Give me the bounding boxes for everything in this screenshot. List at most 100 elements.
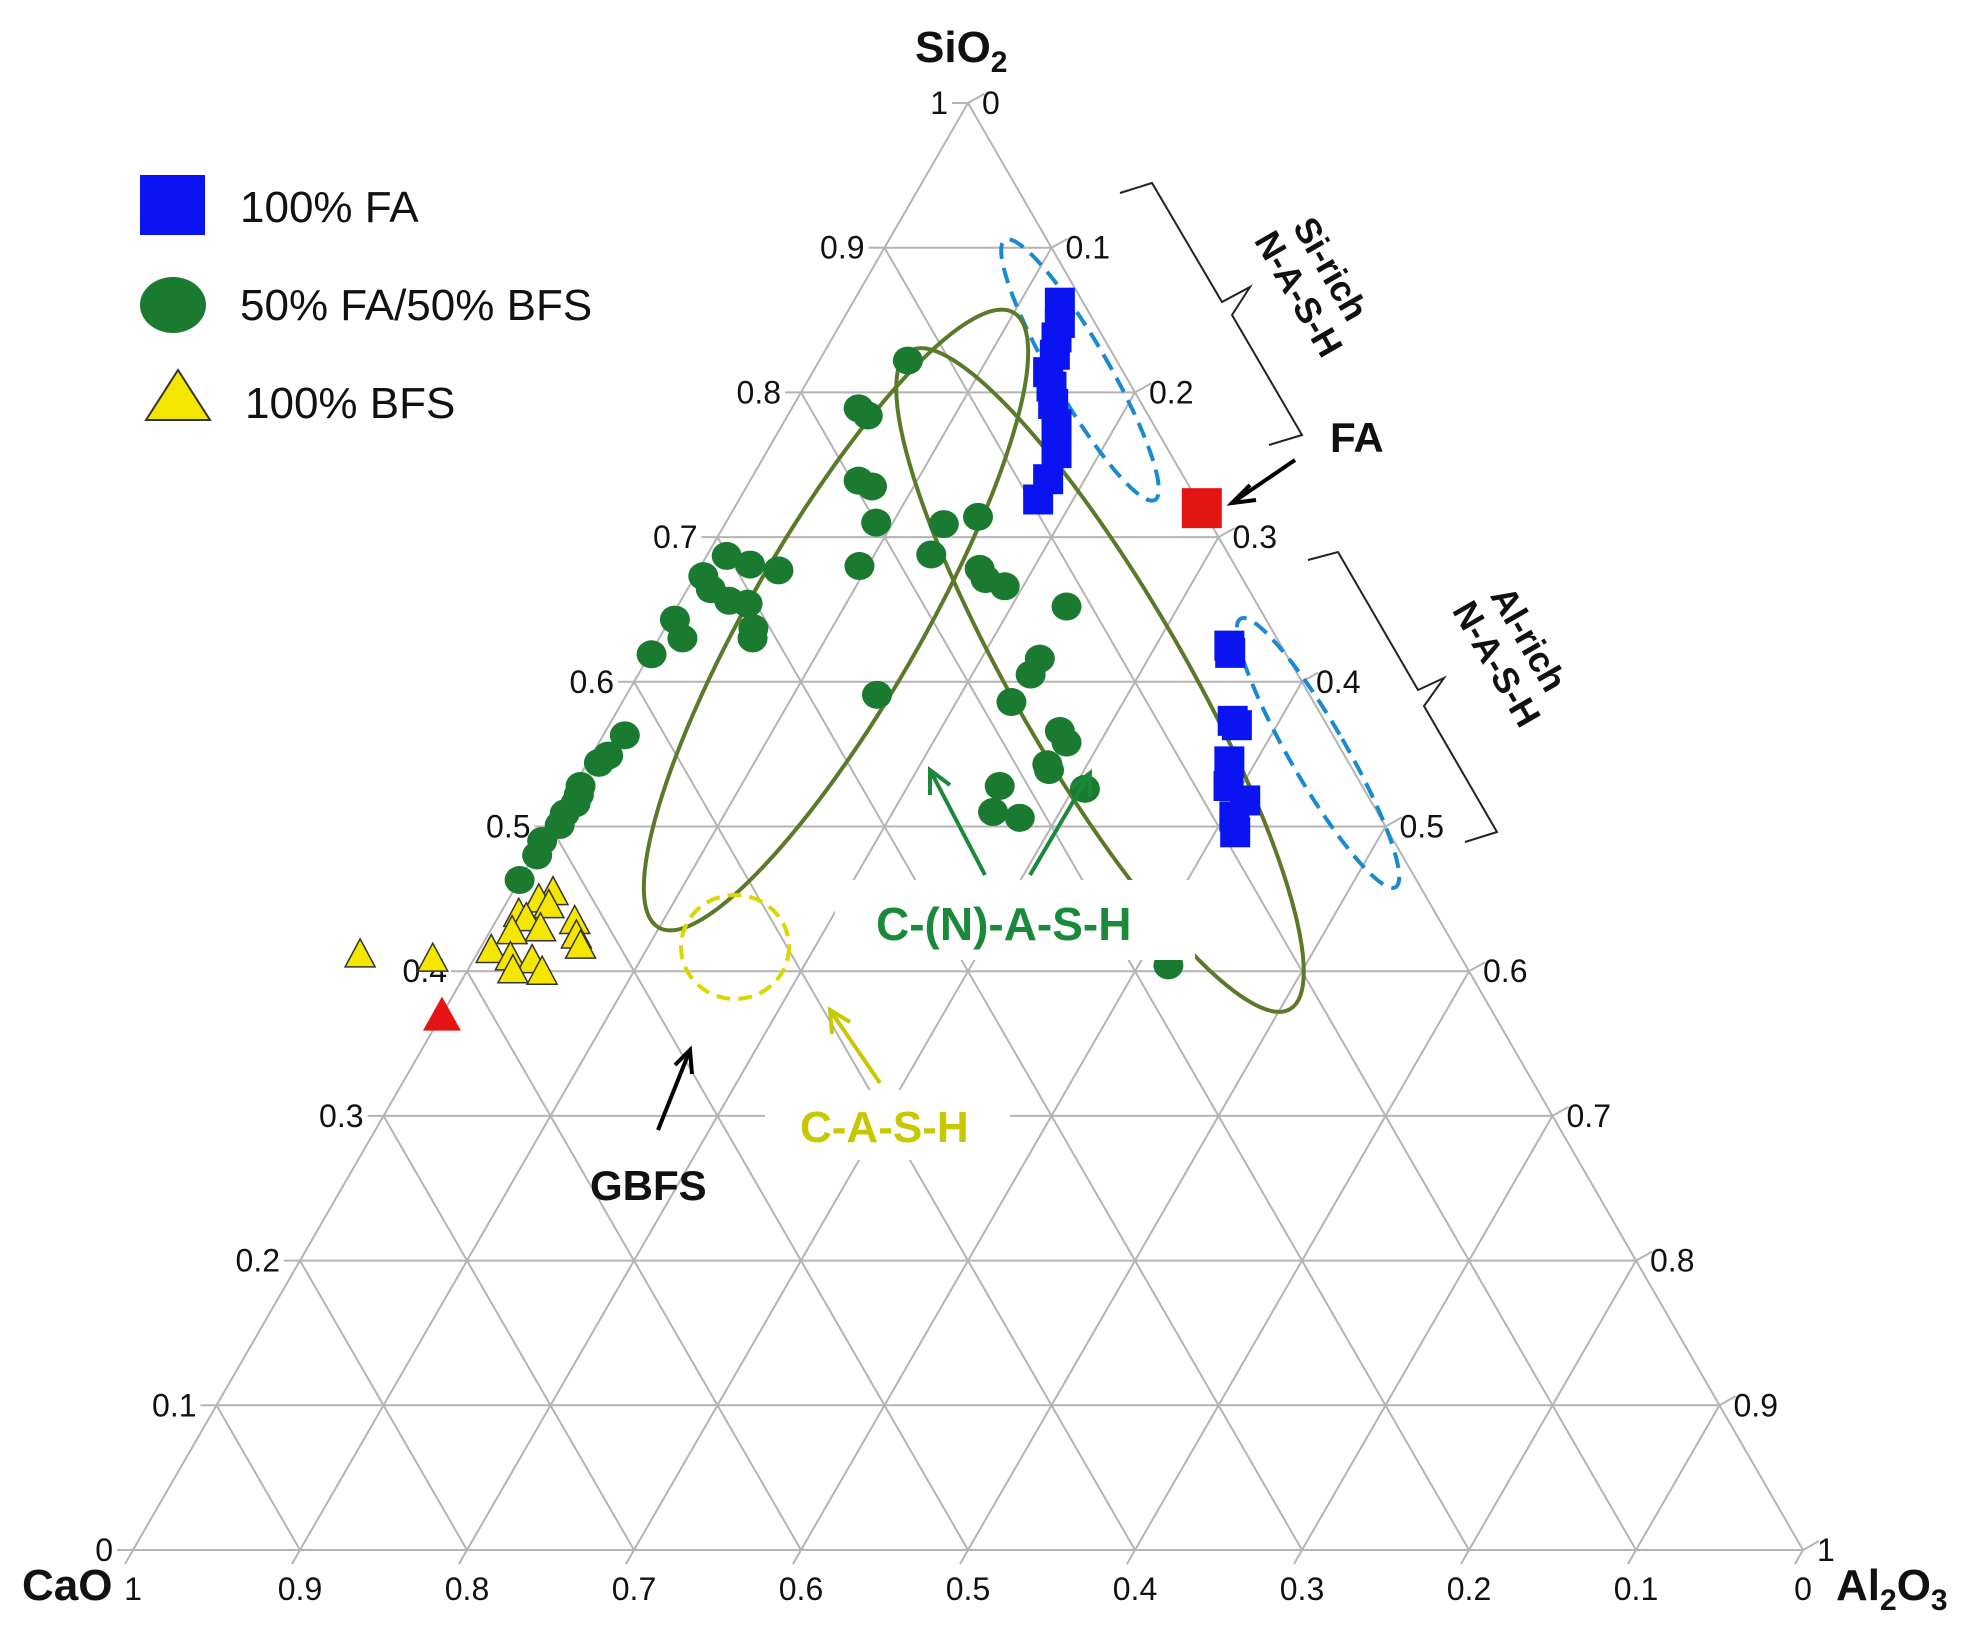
cash-annotation: C-A-S-H xyxy=(800,1103,969,1152)
blend-point xyxy=(1033,756,1064,785)
cash-label-bg xyxy=(765,1090,1010,1160)
group-braces xyxy=(1119,181,1499,843)
gridline-al2o3 xyxy=(1635,1404,1721,1551)
blend-point xyxy=(1015,660,1046,689)
bfs-point xyxy=(532,888,566,919)
fa-point xyxy=(1221,710,1252,741)
tick-label-left: 0.1 xyxy=(152,1387,196,1423)
blend-point xyxy=(852,401,883,430)
tick-label-right: 0.6 xyxy=(1483,953,1527,989)
tick-mark-right xyxy=(1719,1395,1736,1407)
gridline-cao xyxy=(299,1260,468,1551)
tick-label-right: 0.8 xyxy=(1650,1243,1694,1279)
legend-label-blend: 50% FA/50% BFS xyxy=(240,281,592,330)
tick-label-left: 0.3 xyxy=(319,1098,363,1134)
tick-label-right: 1 xyxy=(1817,1532,1835,1568)
blend-point xyxy=(996,688,1027,717)
blend-point xyxy=(989,572,1020,601)
vertex-labels: SiO2 CaO Al2O3 xyxy=(22,23,1948,1617)
blend-point xyxy=(636,640,667,669)
bfs-point xyxy=(524,911,557,942)
tick-mark-bottom xyxy=(1627,1549,1637,1565)
blend-point xyxy=(583,748,614,777)
cnash-arrow-right xyxy=(1028,771,1092,877)
blend-point xyxy=(916,540,947,569)
cnash-annotation: C-(N)-A-S-H xyxy=(876,898,1131,950)
gridline-cao xyxy=(215,1404,301,1551)
fa-point xyxy=(1041,438,1072,469)
gridline-al2o3 xyxy=(1301,1115,1554,1551)
blend-point xyxy=(609,721,640,750)
reference-points xyxy=(422,488,1222,1031)
bfs-point xyxy=(496,953,530,984)
tick-mark-right xyxy=(1051,237,1068,249)
tick-mark-right xyxy=(967,93,985,104)
gbfs-arrow-head xyxy=(673,1045,694,1075)
gbfs-arrow xyxy=(656,1049,692,1131)
annotation-text: FA GBFS C-A-S-H C-(N)-A-S-H Si-rich N-A-… xyxy=(590,210,1575,1209)
blend-point xyxy=(763,556,794,585)
tick-label-bottom: 0.3 xyxy=(1280,1571,1324,1607)
tick-label-right: 0.1 xyxy=(1066,230,1110,266)
tick-mark-bottom xyxy=(792,1549,802,1565)
blend-point xyxy=(892,346,923,375)
al-rich-nash-ellipse xyxy=(1234,616,1402,890)
blend-point xyxy=(984,771,1015,800)
gridline-cao xyxy=(549,826,969,1551)
tick-mark-bottom xyxy=(1126,1549,1136,1565)
reference-point-gbfs xyxy=(422,996,461,1031)
blend-point xyxy=(1051,728,1082,757)
tick-label-left: 0.6 xyxy=(570,664,614,700)
tick-label-right: 0.2 xyxy=(1149,374,1193,410)
blend-point xyxy=(856,472,887,501)
cnash-ellipse-left xyxy=(641,307,1031,933)
cash-arrow xyxy=(828,1008,882,1085)
bfs-point xyxy=(343,937,377,968)
fa-point xyxy=(1220,817,1251,848)
tick-label-left: 1 xyxy=(930,85,948,121)
si-rich-nash-ellipse xyxy=(999,237,1161,503)
annotation-arrows xyxy=(656,458,1297,1131)
si-rich-brace xyxy=(1119,181,1304,446)
tick-mark-bottom xyxy=(458,1549,468,1565)
tick-mark-right xyxy=(1385,816,1402,828)
blend-point xyxy=(737,624,768,653)
al-rich-brace xyxy=(1307,550,1499,843)
cnash-arrow-left-head xyxy=(928,766,952,795)
blend-point xyxy=(711,541,742,570)
tick-mark-right xyxy=(1218,527,1235,538)
blend-point xyxy=(861,508,892,537)
gridline-al2o3 xyxy=(633,536,1220,1551)
tick-label-bottom: 0.7 xyxy=(612,1571,656,1607)
tick-mark-right xyxy=(1468,961,1486,973)
blend-point xyxy=(504,866,535,895)
tick-label-right: 0.5 xyxy=(1400,809,1444,845)
tick-mark-right xyxy=(1802,1540,1820,1551)
bfs-point xyxy=(416,941,450,972)
tick-label-bottom: 1 xyxy=(124,1571,142,1607)
blend-point xyxy=(667,624,698,653)
blend-point xyxy=(928,510,959,539)
legend-marker-triangle xyxy=(144,368,212,421)
legend: 100% FA 50% FA/50% BFS 100% BFS xyxy=(140,175,592,428)
tick-mark-bottom xyxy=(124,1549,134,1565)
gridline-cao xyxy=(466,970,802,1551)
bfs-point xyxy=(474,932,508,964)
vertex-label-cao: CaO xyxy=(22,1561,112,1610)
bfs-series-points xyxy=(343,875,597,985)
blend-point xyxy=(844,552,875,581)
fa-point xyxy=(1215,637,1246,668)
cash-circle xyxy=(679,893,791,1001)
gridline-al2o3 xyxy=(1134,970,1470,1551)
gridline-cao xyxy=(883,247,1637,1551)
gridline-cao xyxy=(716,536,1303,1551)
blend-point xyxy=(1051,592,1082,621)
vertex-label-al2o3: Al2O3 xyxy=(1836,1561,1948,1617)
cnash-arrow-right-head xyxy=(1069,768,1092,797)
blend-point xyxy=(861,680,892,709)
fa-annotation: FA xyxy=(1330,414,1384,461)
tick-label-right: 0 xyxy=(982,85,1000,121)
tick-label-right: 0.9 xyxy=(1734,1387,1778,1423)
tick-label-bottom: 0.9 xyxy=(278,1571,322,1607)
